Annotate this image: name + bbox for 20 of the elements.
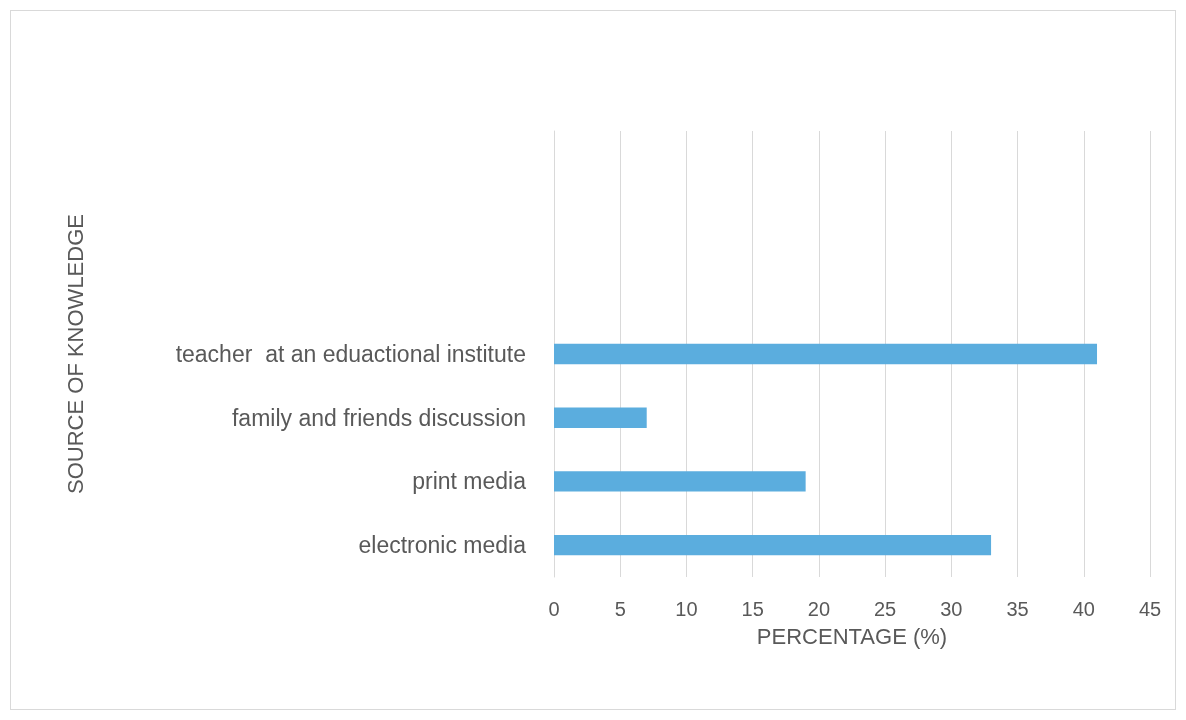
bar <box>554 471 806 492</box>
x-tick-label: 0 <box>548 598 560 620</box>
x-tick-label: 5 <box>614 598 626 620</box>
x-tick-label: 30 <box>940 598 963 620</box>
x-tick-label: 20 <box>807 598 831 620</box>
bar <box>554 407 647 428</box>
y-tick-label: electronic media <box>358 532 527 559</box>
x-tick-label: 25 <box>873 598 897 620</box>
y-tick-label: teacher at an eduactional institute <box>175 341 526 367</box>
x-tick-label: 45 <box>1138 598 1162 620</box>
y-tick-label: family and friends discussion <box>231 404 526 431</box>
y-axis-title: SOURCE OF KNOWLEDGE <box>62 214 88 494</box>
bar <box>554 534 992 556</box>
x-tick-label: 10 <box>675 598 698 620</box>
x-axis-title: PERCENTAGE (%) <box>756 623 948 649</box>
x-tick-label: 15 <box>741 598 764 620</box>
y-tick-label: print media <box>412 468 527 495</box>
x-tick-label: 35 <box>1006 598 1029 620</box>
bar <box>554 343 1098 365</box>
x-tick-label: 40 <box>1072 598 1095 620</box>
